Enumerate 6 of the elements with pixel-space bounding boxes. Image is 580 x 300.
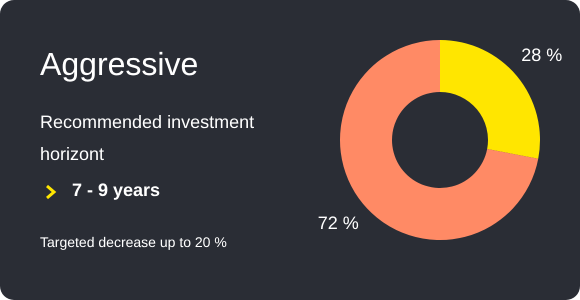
text: Recommended investment horizont	[40, 111, 256, 166]
text: 7 - 9 years	[72, 180, 160, 201]
chart-title: Aggressive	[40, 46, 198, 83]
data-label: 72 %	[318, 213, 359, 234]
data-label: 28 %	[521, 44, 562, 65]
text: Targeted decrease up to 20 %	[40, 234, 227, 250]
